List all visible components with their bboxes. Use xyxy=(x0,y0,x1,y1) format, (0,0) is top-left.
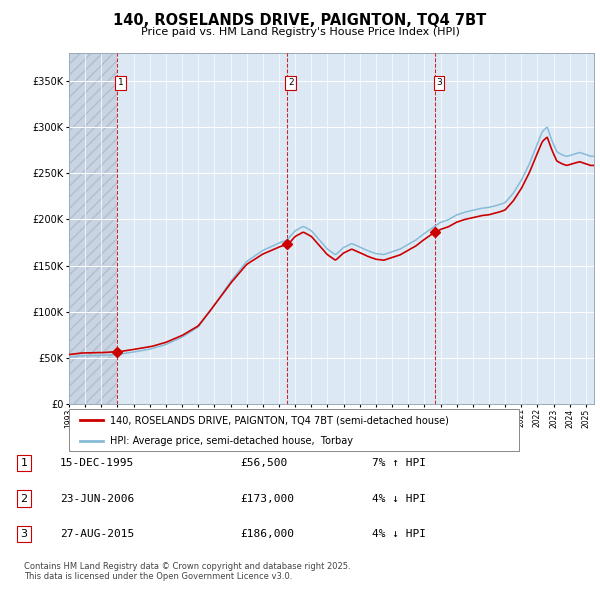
Text: £173,000: £173,000 xyxy=(240,494,294,503)
Text: 140, ROSELANDS DRIVE, PAIGNTON, TQ4 7BT: 140, ROSELANDS DRIVE, PAIGNTON, TQ4 7BT xyxy=(113,13,487,28)
Text: 3: 3 xyxy=(436,78,442,87)
Text: 2: 2 xyxy=(288,78,293,87)
Text: £56,500: £56,500 xyxy=(240,458,287,468)
Text: 2: 2 xyxy=(20,494,28,503)
Text: 1: 1 xyxy=(20,458,28,468)
Text: 140, ROSELANDS DRIVE, PAIGNTON, TQ4 7BT (semi-detached house): 140, ROSELANDS DRIVE, PAIGNTON, TQ4 7BT … xyxy=(110,415,448,425)
Text: 23-JUN-2006: 23-JUN-2006 xyxy=(60,494,134,503)
Text: 4% ↓ HPI: 4% ↓ HPI xyxy=(372,494,426,503)
Text: 1: 1 xyxy=(118,78,124,87)
Text: 4% ↓ HPI: 4% ↓ HPI xyxy=(372,529,426,539)
Text: 3: 3 xyxy=(20,529,28,539)
Text: Price paid vs. HM Land Registry's House Price Index (HPI): Price paid vs. HM Land Registry's House … xyxy=(140,28,460,37)
Text: 15-DEC-1995: 15-DEC-1995 xyxy=(60,458,134,468)
Text: £186,000: £186,000 xyxy=(240,529,294,539)
Text: 7% ↑ HPI: 7% ↑ HPI xyxy=(372,458,426,468)
Text: Contains HM Land Registry data © Crown copyright and database right 2025.
This d: Contains HM Land Registry data © Crown c… xyxy=(24,562,350,581)
Text: 27-AUG-2015: 27-AUG-2015 xyxy=(60,529,134,539)
FancyBboxPatch shape xyxy=(69,409,519,451)
Text: HPI: Average price, semi-detached house,  Torbay: HPI: Average price, semi-detached house,… xyxy=(110,436,353,445)
